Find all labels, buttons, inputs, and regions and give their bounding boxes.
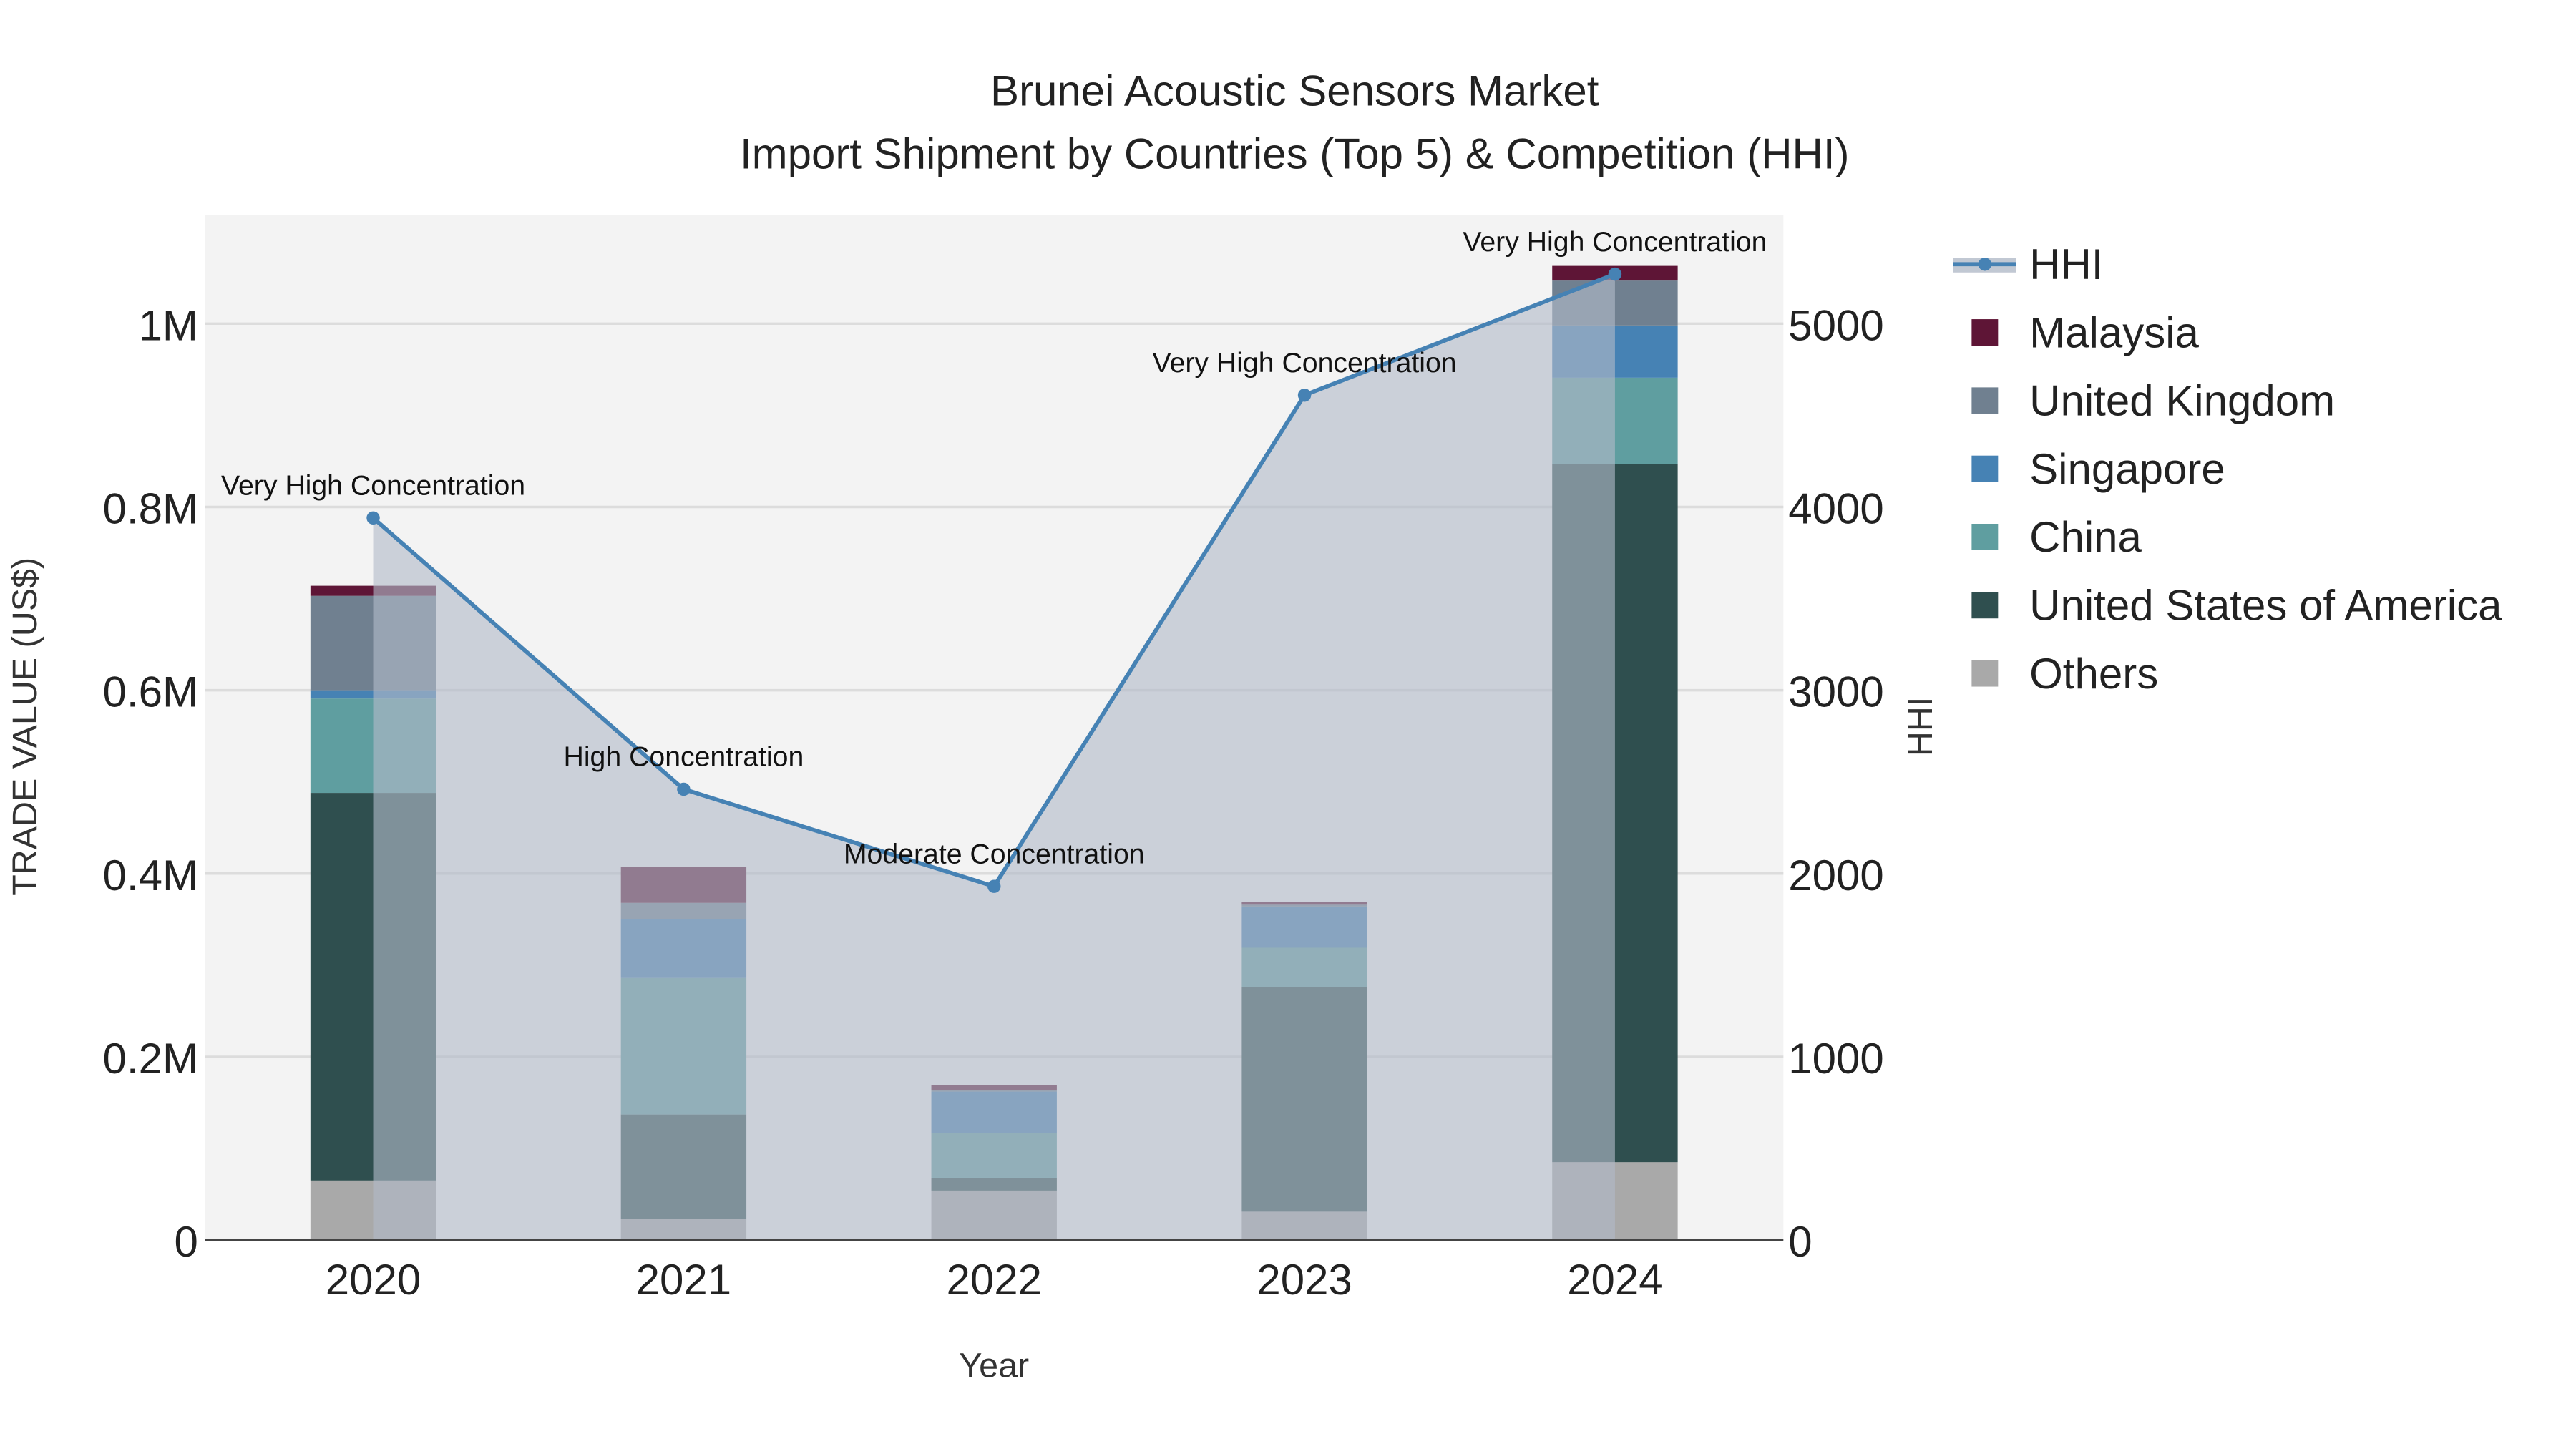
y-tick-label: 1M	[139, 301, 198, 349]
hhi-annotation: High Concentration	[564, 741, 804, 773]
y2-axis-label: HHI	[1901, 697, 1940, 756]
y2-tick-label: 5000	[1788, 301, 1883, 349]
x-tick-label: 2020	[326, 1256, 421, 1304]
hhi-point[interactable]	[1297, 388, 1312, 402]
y2-tick-label: 4000	[1788, 485, 1883, 533]
legend-label: Singapore	[2029, 445, 2225, 493]
hhi-point[interactable]	[1608, 267, 1622, 281]
legend-label: HHI	[2029, 240, 2103, 288]
legend-swatch	[1971, 660, 1999, 687]
legend-item-united-states-of-america[interactable]: United States of America	[1971, 582, 2502, 630]
y-tick-label: 0.6M	[103, 668, 198, 716]
legend-swatch	[1971, 524, 1999, 550]
hhi-point[interactable]	[987, 879, 1001, 893]
y-tick-label: 0	[175, 1218, 198, 1266]
chart-subtitle: Import Shipment by Countries (Top 5) & C…	[740, 130, 1850, 177]
hhi-point[interactable]	[366, 511, 380, 525]
legend-label: United Kingdom	[2029, 377, 2335, 425]
hhi-area	[373, 274, 1615, 1241]
legend-label: Others	[2029, 650, 2158, 698]
y2-tick-label: 3000	[1788, 668, 1883, 716]
y-axis-label: TRADE VALUE (US$)	[6, 557, 44, 896]
hhi-annotation: Very High Concentration	[1153, 347, 1457, 379]
legend-swatch	[1971, 319, 1999, 346]
x-axis-label: Year	[959, 1347, 1029, 1385]
legend-item-others[interactable]: Others	[1971, 650, 2158, 698]
y2-tick-label: 0	[1788, 1218, 1812, 1266]
x-tick-label: 2022	[946, 1256, 1041, 1304]
x-tick-label: 2024	[1567, 1256, 1662, 1304]
hhi-annotation: Very High Concentration	[1463, 226, 1767, 258]
legend-item-china[interactable]: China	[1971, 513, 2142, 561]
x-tick-label: 2023	[1257, 1256, 1352, 1304]
legend-swatch	[1971, 455, 1999, 482]
legend-item-united-kingdom[interactable]: United Kingdom	[1971, 377, 2335, 425]
legend-label: United States of America	[2029, 582, 2502, 630]
legend-item-hhi[interactable]: HHI	[1953, 240, 2103, 288]
chart-title: Brunei Acoustic Sensors Market	[990, 67, 1599, 115]
y-tick-label: 0.4M	[103, 852, 198, 899]
y2-tick-label: 1000	[1788, 1035, 1883, 1083]
y-tick-label: 0.8M	[103, 485, 198, 533]
legend-label: China	[2029, 513, 2142, 561]
legend-label: Malaysia	[2029, 308, 2199, 356]
y2-tick-label: 2000	[1788, 852, 1883, 899]
x-tick-label: 2021	[636, 1256, 731, 1304]
legend-swatch	[1971, 387, 1999, 414]
legend-item-malaysia[interactable]: Malaysia	[1971, 308, 2200, 356]
y-tick-label: 0.2M	[103, 1035, 198, 1083]
hhi-point[interactable]	[677, 782, 691, 796]
legend-swatch	[1971, 592, 1999, 619]
legend-item-singapore[interactable]: Singapore	[1971, 445, 2225, 493]
hhi-annotation: Very High Concentration	[221, 470, 525, 502]
hhi-annotation: Moderate Concentration	[844, 838, 1145, 869]
